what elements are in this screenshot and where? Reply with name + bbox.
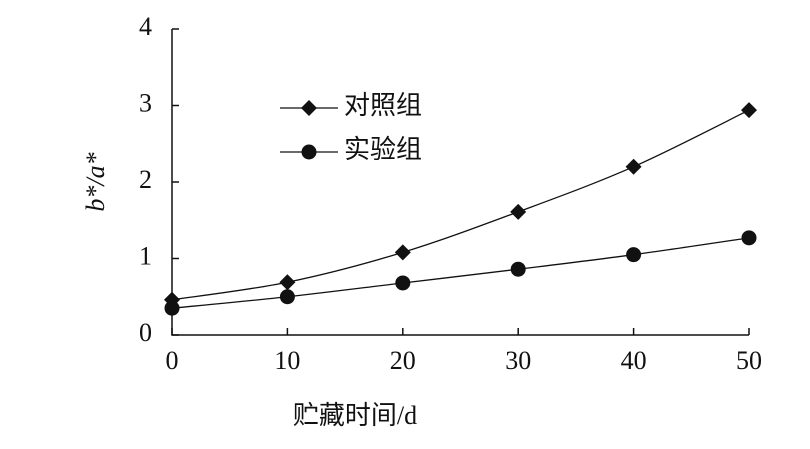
circle-marker xyxy=(395,275,411,291)
y-tick-label: 0 xyxy=(139,318,152,347)
diamond-marker xyxy=(279,274,296,291)
circle-marker xyxy=(164,300,180,316)
x-tick-label: 10 xyxy=(274,346,300,375)
y-tick-label: 4 xyxy=(139,12,152,41)
circle-marker xyxy=(279,289,295,305)
y-tick-label: 2 xyxy=(139,165,152,194)
x-tick-label: 40 xyxy=(621,346,647,375)
x-tick-label: 0 xyxy=(166,346,179,375)
axes xyxy=(171,29,749,336)
circle-marker xyxy=(510,261,526,277)
series-line xyxy=(171,109,750,301)
circle-marker xyxy=(626,247,642,263)
x-tick-label: 30 xyxy=(505,346,531,375)
diamond-marker xyxy=(394,244,411,261)
y-tick-label: 3 xyxy=(139,88,152,117)
y-tick-label: 1 xyxy=(139,241,152,270)
circle-marker xyxy=(741,230,757,246)
legend-label: 对照组 xyxy=(344,91,422,120)
diamond-marker xyxy=(625,158,642,175)
y-axis-label: b*/a* xyxy=(81,152,110,211)
diamond-marker xyxy=(741,102,757,119)
legend-label: 实验组 xyxy=(344,135,422,164)
x-tick-label: 20 xyxy=(390,346,416,375)
legend-marker xyxy=(301,100,317,116)
x-tick-label: 50 xyxy=(736,346,762,375)
series-line xyxy=(171,237,750,309)
x-axis-label: 贮藏时间/d xyxy=(293,401,417,430)
legend-marker xyxy=(301,144,317,160)
diamond-marker xyxy=(510,203,527,220)
